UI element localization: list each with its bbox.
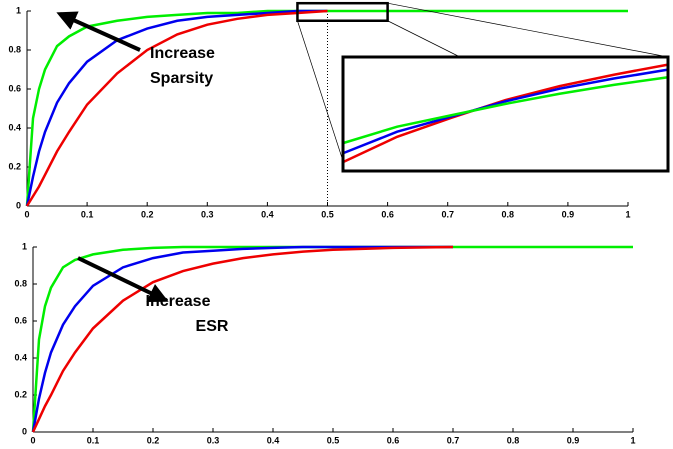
y-tick-label: 1 (22, 241, 27, 251)
annotation: Sparsity (150, 70, 213, 87)
inset-frame (341, 55, 670, 173)
zoom-connector (387, 20, 461, 58)
annotation: Increase (146, 293, 211, 310)
curve (342, 76, 669, 145)
x-tick-label: 0.5 (327, 435, 340, 445)
curve (25, 9, 328, 207)
y-tick-label: 0.6 (14, 315, 27, 325)
x-tick-label: 1 (630, 435, 635, 445)
x-tick-label: 0 (24, 209, 29, 219)
x-tick-label: 0.2 (147, 435, 160, 445)
x-tick-label: 0.9 (567, 435, 580, 445)
x-tick-label: 0.8 (502, 209, 515, 219)
y-tick-label: 0 (16, 200, 21, 210)
curve (31, 245, 453, 433)
y-tick-label: 0.4 (14, 352, 27, 362)
annotation-arrow (56, 11, 141, 52)
y-tick-label: 0 (22, 426, 27, 436)
annotation: ESR (196, 318, 229, 335)
x-tick-label: 0.3 (201, 209, 214, 219)
y-tick-label: 0.6 (8, 83, 21, 93)
zoom-box (296, 1, 389, 22)
zoom-connector (297, 20, 344, 162)
curve (31, 245, 454, 433)
x-tick-label: 0 (30, 435, 35, 445)
x-tick-label: 0.6 (381, 209, 394, 219)
curve (25, 9, 628, 207)
x-tick-label: 0.2 (141, 209, 154, 219)
x-tick-label: 0.7 (441, 209, 454, 219)
y-tick-label: 0.8 (14, 278, 27, 288)
x-tick-label: 1 (625, 209, 630, 219)
x-tick-label: 0.9 (562, 209, 575, 219)
x-tick-label: 0.4 (267, 435, 280, 445)
x-tick-label: 0.8 (507, 435, 520, 445)
y-tick-label: 0.8 (8, 44, 21, 54)
curve (25, 9, 328, 207)
x-tick-label: 0.1 (81, 209, 94, 219)
zoom-connector (387, 2, 669, 58)
y-tick-label: 0.2 (8, 161, 21, 171)
y-tick-label: 0.4 (8, 122, 21, 132)
x-tick-label: 0.1 (87, 435, 100, 445)
annotation: Increase (150, 45, 215, 62)
x-tick-label: 0.3 (207, 435, 220, 445)
annotation-arrow (77, 256, 169, 303)
x-tick-label: 0.6 (387, 435, 400, 445)
y-tick-label: 0.2 (14, 389, 27, 399)
y-tick-label: 1 (16, 5, 21, 15)
curve (342, 68, 669, 155)
x-tick-label: 0.4 (261, 209, 274, 219)
curve (31, 245, 633, 433)
x-tick-label: 0.5 (321, 209, 334, 219)
x-tick-label: 0.7 (447, 435, 460, 445)
